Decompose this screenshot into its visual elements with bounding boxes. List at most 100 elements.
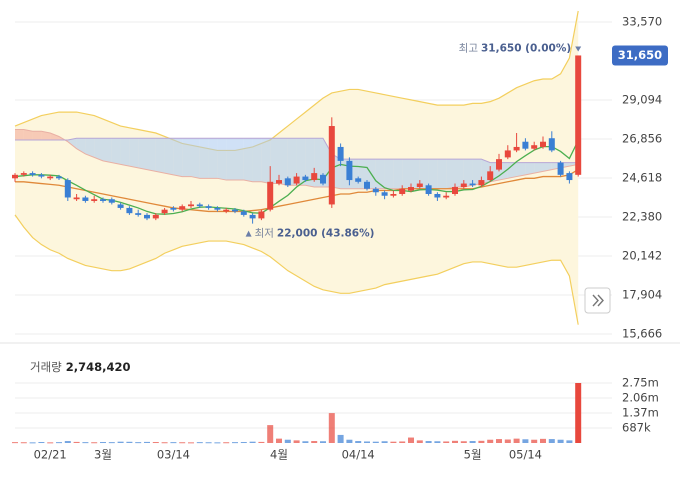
cloud-segment <box>129 138 139 168</box>
candle-body <box>487 171 494 181</box>
candle-body <box>276 180 282 184</box>
volume-bar <box>144 441 150 443</box>
volume-bar <box>284 439 291 443</box>
volume-tick-label: 687k <box>622 421 651 435</box>
cloud-segment <box>138 138 147 170</box>
volume-bar <box>452 440 458 443</box>
cloud-segment <box>525 162 535 175</box>
cloud-segment <box>279 138 288 186</box>
volume-bar <box>249 441 256 443</box>
cloud-segment <box>50 133 59 140</box>
volume-tick-label: 2.06m <box>622 391 659 405</box>
cloud-segment <box>41 131 51 140</box>
candle-body <box>575 55 582 175</box>
candle-body <box>126 207 133 214</box>
x-tick-label: 03/14 <box>157 448 190 462</box>
cloud-segment <box>287 138 297 186</box>
x-tick-label: 05/14 <box>509 448 542 462</box>
cloud-segment <box>182 138 191 177</box>
cloud-segment <box>411 159 420 189</box>
candle-body <box>20 173 27 175</box>
candle-body <box>355 178 362 182</box>
cloud-segment <box>15 129 24 140</box>
volume-bar <box>416 440 423 443</box>
cloud-segment <box>173 138 183 177</box>
volume-bar <box>29 442 36 444</box>
candle-body <box>293 176 300 184</box>
cloud-segment <box>94 138 103 161</box>
candle-body <box>267 181 274 210</box>
cloud-segment <box>111 138 121 165</box>
candle-body <box>117 204 124 208</box>
volume-bar <box>311 441 318 443</box>
candle-body <box>504 150 511 158</box>
volume-bar <box>293 440 300 443</box>
cloud-segment <box>296 138 306 186</box>
cloud-segment <box>252 138 262 182</box>
candle-body <box>135 213 142 215</box>
high-value: 31,650 (0.00%) <box>481 42 571 54</box>
y-tick-label: 33,570 <box>622 15 662 29</box>
volume-bar <box>20 442 27 444</box>
low-annotation: 최저 22,000 (43.86%) <box>255 228 375 240</box>
candle-body <box>258 211 265 219</box>
volume-bar <box>179 442 186 444</box>
y-tick-label: 26,856 <box>622 132 662 146</box>
candle-body <box>64 180 71 198</box>
volume-bar <box>355 441 362 443</box>
candle-body <box>531 145 538 149</box>
volume-bar <box>91 442 98 444</box>
volume-bar <box>372 441 379 443</box>
candle-body <box>249 214 256 219</box>
cloud-segment <box>446 159 455 189</box>
volume-bar <box>232 442 238 444</box>
candle-body <box>214 207 221 210</box>
candle-body <box>328 126 335 205</box>
candle-body <box>390 193 397 196</box>
candle-body <box>196 204 203 207</box>
candle-body <box>478 180 485 186</box>
volume-bar <box>126 441 133 443</box>
volume-bar <box>223 442 230 444</box>
volume-bar <box>469 441 476 443</box>
x-tick-label: 4월 <box>270 448 288 462</box>
volume-bar <box>258 441 265 443</box>
volume-bar <box>161 442 168 444</box>
cloud-segment <box>235 138 244 181</box>
cloud-segment <box>85 138 95 158</box>
x-tick-label: 04/14 <box>342 448 375 462</box>
cloud-segment <box>534 162 543 174</box>
volume-bar <box>196 442 203 444</box>
cloud-segment <box>375 159 385 189</box>
candle-body <box>100 199 106 201</box>
volume-bar <box>108 442 115 444</box>
volume-bar <box>460 441 467 443</box>
candle-body <box>522 141 529 149</box>
panel-toggle-button[interactable] <box>584 287 611 314</box>
candle-body <box>12 174 18 179</box>
candle-body <box>179 206 186 210</box>
candle-body <box>311 173 318 181</box>
bollinger-line <box>14 214 579 325</box>
volume-bar <box>328 413 335 443</box>
candle-body <box>205 206 212 208</box>
x-tick-label: 3월 <box>94 448 112 462</box>
cloud-segment <box>393 159 403 189</box>
volume-bar <box>38 442 45 444</box>
volume-tick-label: 2.75m <box>622 376 659 390</box>
candle-body <box>566 173 573 181</box>
candle-body <box>188 204 194 207</box>
volume-bar <box>12 442 18 444</box>
volume-bar <box>399 441 406 443</box>
cloud-segment <box>516 162 526 177</box>
cloud-segment <box>147 138 156 172</box>
volume-bar <box>346 439 353 443</box>
candle-body <box>399 188 406 194</box>
candle-body <box>381 192 388 196</box>
y-tick-label: 24,618 <box>622 171 662 185</box>
candle-body <box>170 207 177 210</box>
cloud-segment <box>261 138 271 184</box>
cloud-segment <box>543 162 552 172</box>
candle-body <box>452 187 458 194</box>
candle-body <box>91 199 98 201</box>
